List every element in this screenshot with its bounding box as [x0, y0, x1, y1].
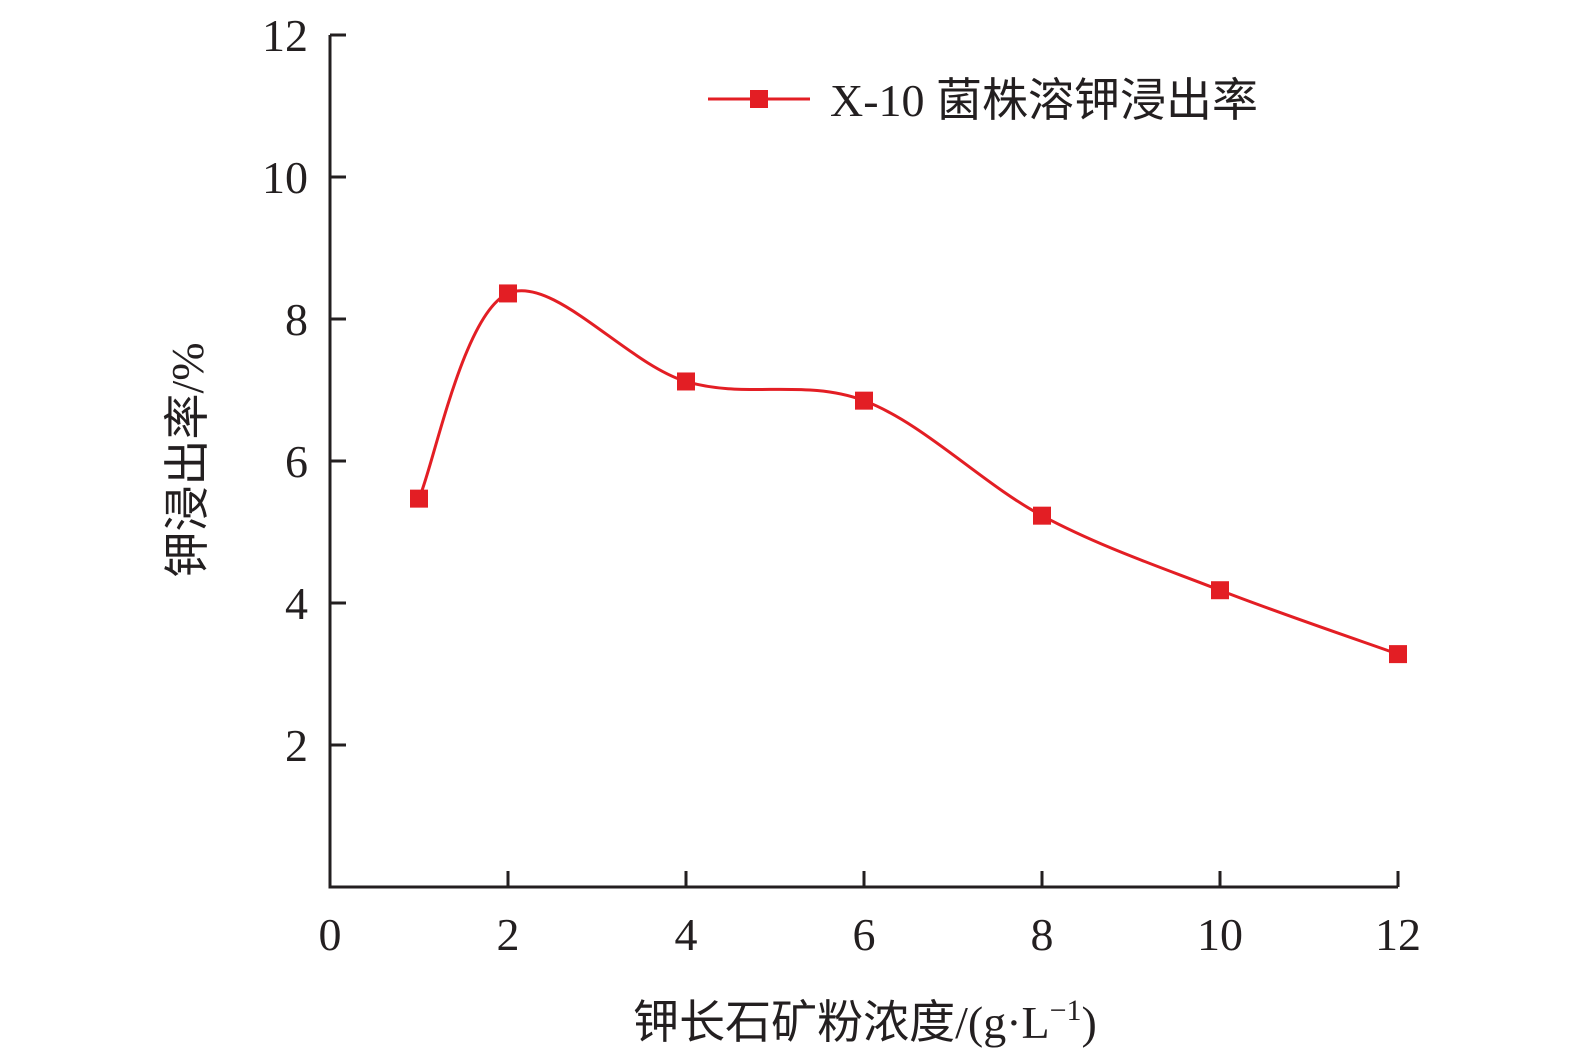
data-point: [1211, 581, 1229, 600]
y-tick-label: 10: [262, 152, 308, 203]
series-line: [417, 289, 1399, 656]
axes: [328, 35, 1398, 889]
data-point: [1033, 506, 1051, 525]
series-layer: [410, 284, 1407, 664]
x-ticks: 0 2 4 6 8 10 12: [319, 871, 1421, 960]
legend-label: X-10 菌株溶钾浸出率: [830, 75, 1258, 126]
y-tick-label: 4: [285, 578, 308, 629]
legend: X-10 菌株溶钾浸出率: [708, 75, 1258, 126]
y-tick-label: 2: [285, 720, 308, 771]
x-axis-title-end: ): [1082, 997, 1097, 1048]
x-tick-label: 12: [1375, 909, 1421, 960]
x-tick-label: 10: [1197, 909, 1243, 960]
x-axis-title: 钾长石矿粉浓度/(g·L−1): [633, 994, 1097, 1048]
y-ticks: 2 4 6 8 10 12: [262, 10, 346, 771]
data-point: [855, 391, 873, 410]
y-tick-label: 12: [262, 10, 308, 61]
x-tick-label: 8: [1031, 909, 1054, 960]
x-tick-label: 4: [675, 909, 698, 960]
x-tick-label: 6: [853, 909, 876, 960]
data-point: [410, 489, 428, 508]
y-tick-label: 8: [285, 294, 308, 345]
y-axis-title: 钾浸出率/%: [162, 342, 213, 577]
x-axis-title-superscript: −1: [1050, 994, 1082, 1027]
x-tick-label: 0: [319, 909, 342, 960]
data-point: [677, 372, 695, 391]
y-tick-label: 6: [285, 436, 308, 487]
data-point: [1389, 645, 1407, 664]
data-point: [499, 284, 517, 303]
legend-marker: [750, 90, 768, 108]
x-axis-title-main: 钾长石矿粉浓度/(g·L: [633, 997, 1050, 1048]
x-tick-label: 2: [497, 909, 520, 960]
